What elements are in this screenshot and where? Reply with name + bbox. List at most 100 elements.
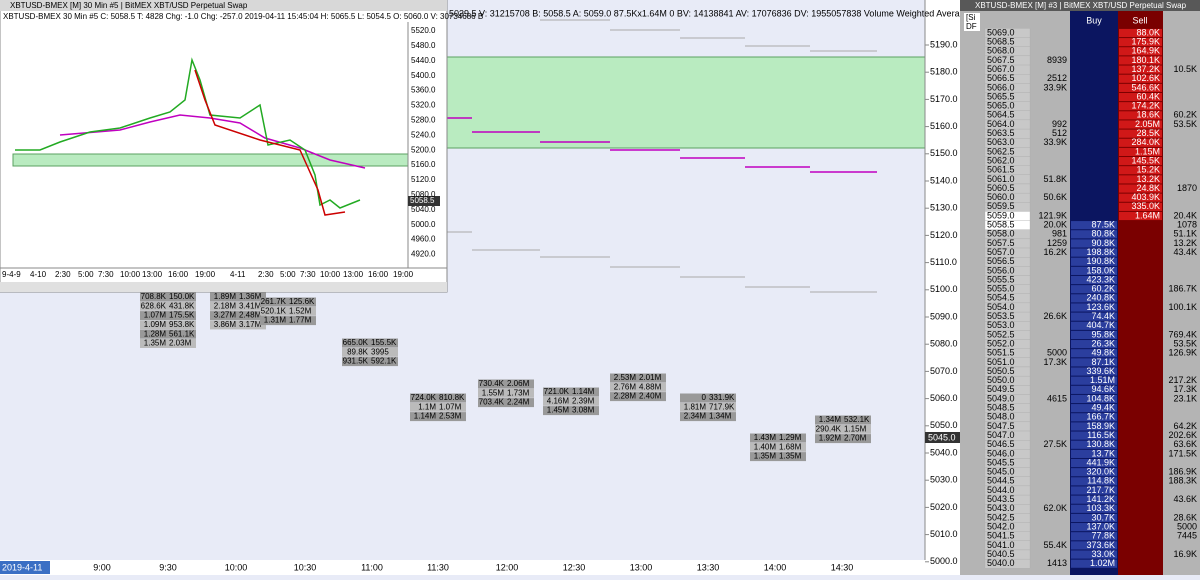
cluster-cell <box>680 402 736 412</box>
dom-price: 5048.0 <box>987 412 1015 422</box>
dom-right: 100.1K <box>1168 302 1197 312</box>
inset-price-label: 5240.0 <box>411 130 436 139</box>
cluster-cell <box>610 392 666 402</box>
corner-2: DF <box>966 22 977 31</box>
buy-cell <box>1071 285 1117 294</box>
inset-time-label: 2:30 <box>258 270 274 279</box>
buy-cell <box>1071 495 1117 504</box>
dom-volume: 55.4K <box>1043 540 1067 550</box>
cluster-ask: 2.39M <box>572 396 595 405</box>
dom-volume: 121.9K <box>1038 210 1067 220</box>
vwap-bands <box>447 19 877 293</box>
dom-price: 5047.0 <box>987 430 1015 440</box>
sell-cell <box>1119 65 1162 74</box>
dom-buy: 141.2K <box>1086 494 1115 504</box>
buy-cell <box>1071 358 1117 367</box>
dom-sell: 335.0K <box>1131 201 1160 211</box>
cluster-ask: 2.48M <box>239 311 262 320</box>
cluster-cell <box>342 357 398 367</box>
corner-box <box>964 13 980 31</box>
cluster-bid: 665.0K <box>343 338 369 347</box>
dom-right: 202.6K <box>1168 430 1197 440</box>
buy-cell <box>1071 340 1117 349</box>
dom-price: 5059.5 <box>987 201 1015 211</box>
dom-price: 5061.0 <box>987 174 1015 184</box>
inset-time-label: 10:00 <box>320 270 341 279</box>
dom-buy: 104.8K <box>1086 393 1115 403</box>
dom-price: 5050.0 <box>987 375 1015 385</box>
cluster-bid: 0 <box>702 393 707 402</box>
dom-price: 5049.5 <box>987 384 1015 394</box>
inset-price-label: 5080.0 <box>411 190 436 199</box>
dom-right: 63.6K <box>1173 439 1197 449</box>
dom-price: 5058.0 <box>987 229 1015 239</box>
dom-price: 5047.5 <box>987 421 1015 431</box>
cluster-bid: 708.8K <box>141 292 167 301</box>
price-cell <box>984 558 1031 569</box>
buy-cell <box>1071 312 1117 321</box>
dom-price: 5045.5 <box>987 457 1015 467</box>
cluster-cell <box>210 311 266 321</box>
dom-sell: 546.6K <box>1131 82 1160 92</box>
dom-buy: 190.8K <box>1086 256 1115 266</box>
cluster-bid: 3.86M <box>214 320 237 329</box>
dom-buy: 423.3K <box>1086 274 1115 284</box>
cluster-bid: 261.7K <box>261 297 287 306</box>
cluster-bid: 628.6K <box>141 301 167 310</box>
dom-volume: 981 <box>1052 229 1067 239</box>
cluster-ask: 175.5K <box>169 311 195 320</box>
cluster-bid: 1.07M <box>144 311 167 320</box>
dom-price: 5051.5 <box>987 348 1015 358</box>
dom-price: 5046.5 <box>987 439 1015 449</box>
buy-cell <box>1071 559 1117 568</box>
dom-price: 5056.5 <box>987 256 1015 266</box>
dom-price: 5065.5 <box>987 91 1015 101</box>
price-label: 5100.0 <box>930 284 958 294</box>
dom-buy: 123.6K <box>1086 302 1115 312</box>
last-price-bg <box>925 432 960 443</box>
vwap <box>447 117 877 173</box>
time-label: 12:30 <box>563 562 586 572</box>
dom-buy: 198.8K <box>1086 247 1115 257</box>
sell-cell <box>1119 28 1162 38</box>
dom-buy: 116.5K <box>1087 430 1115 440</box>
dom-right: 769.4K <box>1168 329 1197 339</box>
dom-volume: 2512 <box>1047 73 1067 83</box>
cluster-ask: 532.1K <box>844 415 870 424</box>
inset-scrollbar <box>0 282 447 292</box>
cluster-cell <box>680 393 736 403</box>
buy-cell <box>1071 294 1117 303</box>
buy-cell <box>1071 468 1117 477</box>
dom-price: 5066.5 <box>987 73 1015 83</box>
cluster-cell <box>410 412 466 422</box>
dom-price: 5042.0 <box>987 521 1015 531</box>
dom-price: 5055.0 <box>987 284 1015 294</box>
dom-buy: 339.6K <box>1086 366 1115 376</box>
inset-price-label: 5280.0 <box>411 116 436 125</box>
inset-time-label: 4-11 <box>230 270 246 279</box>
dom-titlebar <box>960 0 1200 11</box>
cluster-bid: 2.18M <box>214 301 237 310</box>
sell-cell <box>1119 166 1162 175</box>
cluster-bid: 1.31M <box>264 316 287 325</box>
dom-sell: 164.9K <box>1131 46 1160 56</box>
dom-price: 5068.0 <box>987 46 1015 56</box>
dom-price: 5044.5 <box>987 476 1015 486</box>
last-price: 5045.0 <box>928 432 956 442</box>
dom-right: 51.1K <box>1173 229 1197 239</box>
dom-buy: 74.4K <box>1091 311 1115 321</box>
dom-price: 5059.0 <box>987 210 1015 220</box>
dom-price: 5051.0 <box>987 357 1015 367</box>
cluster-bid: 1.89M <box>214 292 237 301</box>
cluster-ask: 2.03M <box>169 339 192 348</box>
inset-time-label: 5:00 <box>280 270 296 279</box>
dom-buy: 130.8K <box>1086 439 1115 449</box>
cluster-ask: 3.41M <box>239 301 262 310</box>
cluster-ask: 592.1K <box>371 357 397 366</box>
dom-price: 5041.5 <box>987 531 1015 541</box>
buy-cell <box>1071 513 1117 523</box>
dom-sell: 18.6K <box>1136 110 1160 120</box>
price-label: 5060.0 <box>930 393 958 403</box>
dom-sell: 1.64M <box>1135 210 1160 220</box>
time-label: 12:00 <box>496 562 519 572</box>
